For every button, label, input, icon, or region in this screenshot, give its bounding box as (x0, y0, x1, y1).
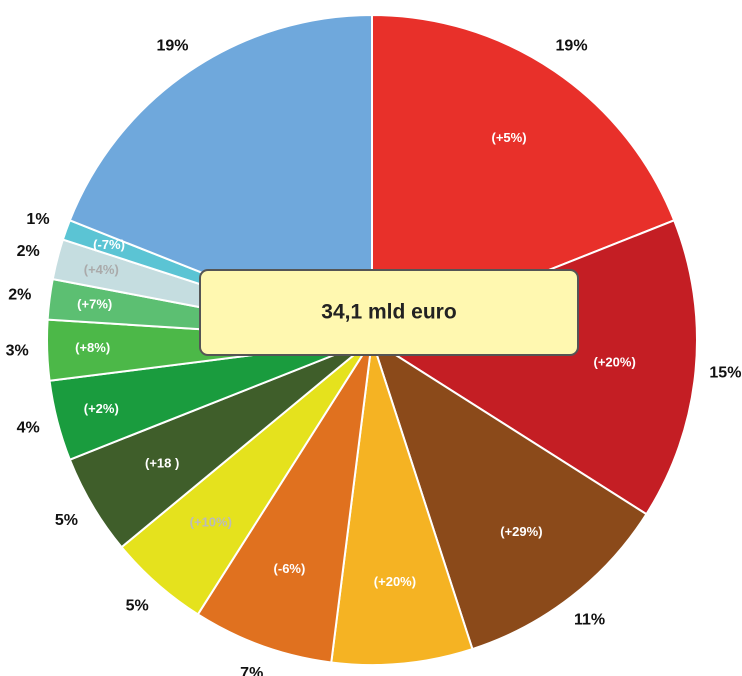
change-label: (+29%) (500, 524, 542, 539)
value-label: 2% (8, 287, 31, 304)
change-label: (-6%) (274, 561, 306, 576)
change-label: (+20%) (374, 574, 416, 589)
value-label: 5% (126, 598, 149, 615)
change-label: (+10%) (190, 514, 232, 529)
value-label: 1% (26, 211, 49, 228)
change-label: (+5%) (491, 130, 526, 145)
slice (68, 13, 373, 342)
center-label: 34,1 mld euro (321, 301, 456, 324)
change-label: (+2%) (84, 401, 119, 416)
slice (370, 337, 648, 651)
value-label: 5% (55, 512, 78, 529)
change-label: (+20%) (594, 354, 636, 369)
labels: 19%(+5%)15%(+20%)11%(+29%)7%(+20%)7%(-6%… (6, 38, 742, 676)
change-label: (+18 ) (145, 456, 179, 471)
slice (369, 219, 698, 516)
value-label: 11% (574, 612, 605, 629)
value-label: 19% (556, 38, 588, 55)
value-label: 3% (6, 342, 29, 359)
value-label: 19% (156, 38, 188, 55)
value-label: 2% (17, 243, 40, 260)
center-box (199, 269, 579, 356)
change-label: (+8%) (75, 340, 110, 355)
slice (196, 339, 373, 664)
change-label: (+7%) (77, 296, 112, 311)
slice (371, 13, 676, 342)
change-label: (+4%) (84, 262, 119, 277)
value-label: 4% (17, 420, 40, 437)
change-label: (-7%) (93, 237, 125, 252)
value-label: 15% (709, 365, 741, 382)
value-label: 7% (240, 665, 263, 676)
slice (330, 339, 474, 666)
